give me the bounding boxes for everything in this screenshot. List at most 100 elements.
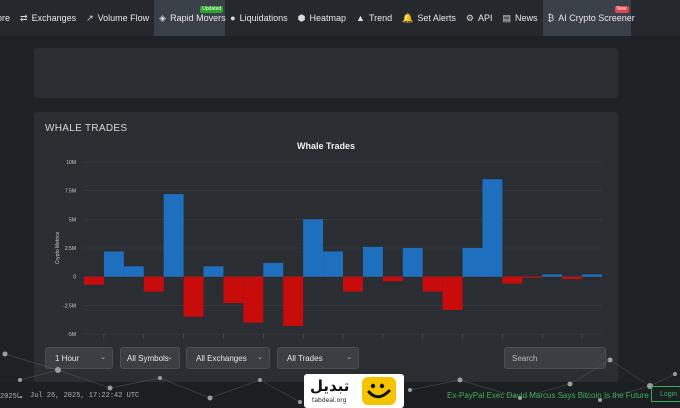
chart-title: Whale Trades (297, 141, 355, 151)
nav-item-label: Rapid Movers (170, 13, 226, 23)
chart-bar[interactable] (462, 248, 483, 277)
chart-bar[interactable] (303, 219, 324, 277)
chart-bar[interactable] (123, 266, 144, 277)
search-input[interactable]: Search (504, 347, 606, 369)
search-placeholder: Search (512, 353, 538, 363)
y-axis-ticks: 10M 7.5M 5M 2.5M 0 -2.5M -5M (63, 160, 76, 338)
y-tick-label: 2.5M (65, 246, 76, 252)
nav-item-label: Heatmap (309, 13, 347, 23)
nav-item-liquidations[interactable]: ● Liquidations (225, 0, 292, 36)
updated-badge: Updated (200, 6, 224, 13)
nav-item-label: News (515, 13, 538, 23)
whale-trades-panel: WHALE TRADES (34, 112, 618, 382)
chevron-down-icon: ⌄ (167, 354, 173, 361)
top-nav: ore ⇄ Exchanges ↗ Volume Flow ◈ Rapid Mo… (0, 0, 680, 36)
y-tick-label: -5M (67, 332, 76, 338)
chart-bar[interactable] (183, 276, 204, 317)
logo-mark-icon (362, 377, 396, 405)
exchanges-value: All Exchanges (196, 353, 247, 363)
chart-bar[interactable] (243, 276, 264, 323)
nav-item-label: ore (0, 13, 11, 23)
chart-bar[interactable] (562, 276, 583, 279)
symbols-select[interactable]: All Symbols ⌄ (120, 347, 180, 369)
chart-bar[interactable] (323, 251, 343, 277)
chart-bar[interactable] (422, 276, 443, 292)
y-tick-label: 10M (66, 160, 76, 166)
layers-icon: ◈ (159, 12, 167, 23)
chevron-down-icon: ⌄ (257, 354, 263, 361)
chart-bar[interactable] (163, 194, 184, 277)
chevron-down-icon: ⌄ (346, 354, 352, 361)
news-ticker[interactable]: Ex-PayPal Exec David Marcus Says Bitcoin… (447, 391, 649, 400)
y-tick-label: 7.5M (65, 189, 76, 195)
chart-bar[interactable] (263, 262, 284, 277)
chart-bar[interactable] (582, 274, 602, 277)
section-title: WHALE TRADES (45, 123, 128, 134)
nav-item-ai-crypto-screener[interactable]: ₿ AI Crypto Screener New (542, 0, 635, 36)
exchange-arrows-icon: ⇄ (20, 12, 28, 23)
chart-bars (84, 179, 602, 326)
nav-item-api[interactable]: ⚙ API (461, 0, 498, 36)
chart-bar[interactable] (203, 266, 224, 277)
chart-bar[interactable] (283, 276, 304, 326)
logo-text: تبدیل (310, 377, 350, 395)
symbols-value: All Symbols (127, 353, 169, 363)
chart-bar[interactable] (103, 251, 124, 277)
timeframe-value: 1 Hour (55, 353, 80, 363)
nav-item-label: Trend (368, 13, 393, 23)
nav-item-label: API (477, 13, 493, 23)
nav-item-exchanges[interactable]: ⇄ Exchanges (15, 0, 81, 36)
chart-bar[interactable] (143, 276, 164, 292)
chart-bar[interactable] (84, 276, 104, 285)
nav-item-label: Set Alerts (417, 13, 456, 23)
nav-item-heatmap[interactable]: ⬢ Heatmap (293, 0, 351, 36)
timeframe-select[interactable]: 1 Hour ⌄ (45, 347, 113, 369)
nav-item-news[interactable]: ▤ News (498, 0, 543, 36)
chart-bar[interactable] (522, 276, 543, 278)
trades-select[interactable]: All Trades ⌄ (277, 347, 359, 369)
footer-date-fragment: 2025ما (0, 393, 23, 401)
nav-item-label: Volume Flow (97, 13, 150, 23)
gear-icon: ⚙ (465, 12, 474, 23)
bitcoin-icon: ₿ (547, 13, 555, 23)
chart-bar[interactable] (402, 248, 423, 277)
new-badge: New (614, 6, 629, 13)
chart-bar[interactable] (343, 276, 363, 292)
chart-bar[interactable] (542, 274, 563, 277)
chart-line-icon: ▲ (356, 13, 365, 23)
nav-item-trend[interactable]: ▲ Trend (351, 0, 397, 36)
chart-bar[interactable] (442, 276, 463, 310)
nav-item-rapid-movers[interactable]: ◈ Rapid Movers Updated (154, 0, 226, 36)
nav-item-label: AI Crypto Screener (558, 13, 635, 23)
chart-bar[interactable] (502, 276, 523, 284)
ad-panel (34, 48, 618, 98)
logo-subtext: tabdeal.org (312, 397, 347, 404)
chart-bar[interactable] (482, 179, 503, 277)
newspaper-icon: ▤ (502, 12, 512, 23)
nav-item-explore[interactable]: ore (0, 0, 15, 36)
y-tick-label: 5M (69, 217, 76, 223)
exchanges-select[interactable]: All Exchanges ⌄ (186, 347, 270, 369)
chart-bar[interactable] (382, 276, 403, 282)
nav-item-label: Exchanges (31, 13, 77, 23)
nav-item-label: Liquidations (239, 13, 288, 23)
y-axis-label: Crypto Metrics (55, 231, 61, 264)
cube-icon: ⬢ (297, 12, 306, 23)
y-tick-label: 0 (73, 275, 76, 281)
info-icon: ● (230, 13, 236, 23)
chevron-down-icon: ⌄ (100, 354, 106, 361)
tabdeal-logo: تبدیل tabdeal.org (304, 374, 404, 408)
y-tick-label: -2.5M (63, 303, 76, 309)
chart-grid (84, 161, 602, 339)
footer-timestamp: Jul 26, 2025, 17:22:42 UTC (30, 392, 140, 400)
chart-bar[interactable] (362, 246, 383, 277)
chart-bar[interactable] (223, 276, 244, 304)
trades-value: All Trades (287, 353, 323, 363)
login-button[interactable]: Login (651, 386, 680, 402)
network-background-graphic (2, 351, 677, 404)
nav-item-volume-flow[interactable]: ↗ Volume Flow (81, 0, 154, 36)
filter-controls: 1 Hour ⌄ All Symbols ⌄ All Exchanges ⌄ A… (45, 347, 607, 369)
bell-icon: 🔔 (402, 12, 414, 23)
nav-item-set-alerts[interactable]: 🔔 Set Alerts (397, 0, 461, 36)
